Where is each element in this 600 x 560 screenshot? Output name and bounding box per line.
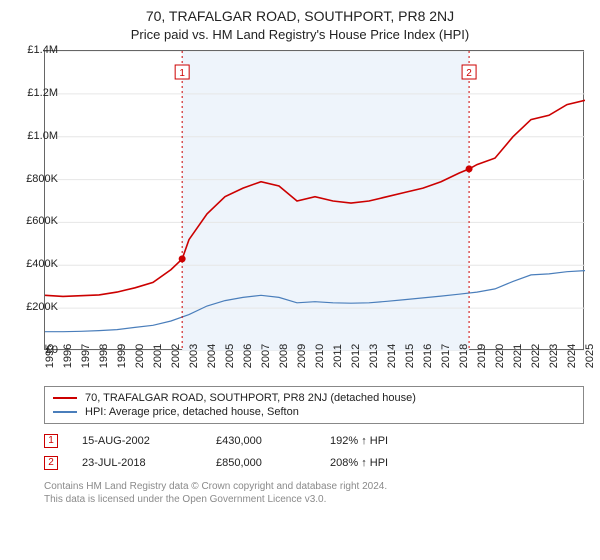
sale-date: 23-JUL-2018 <box>82 457 192 469</box>
sale-index-box: 2 <box>44 456 58 470</box>
x-tick-label: 2000 <box>134 344 146 368</box>
x-tick-label: 2007 <box>260 344 272 368</box>
x-tick-label: 2002 <box>170 344 182 368</box>
x-tick-label: 2004 <box>206 344 218 368</box>
x-tick-label: 2003 <box>188 344 200 368</box>
credits: Contains HM Land Registry data © Crown c… <box>44 480 584 506</box>
legend: 70, TRAFALGAR ROAD, SOUTHPORT, PR8 2NJ (… <box>44 386 584 424</box>
sale-price: £850,000 <box>216 457 306 469</box>
sale-row: 1 15-AUG-2002 £430,000 192% ↑ HPI <box>44 430 584 452</box>
x-tick-label: 1995 <box>44 344 56 368</box>
chart-svg: 12 <box>45 51 585 351</box>
x-tick-label: 1997 <box>80 344 92 368</box>
svg-text:1: 1 <box>179 68 185 79</box>
x-tick-label: 2008 <box>278 344 290 368</box>
x-tick-label: 2022 <box>530 344 542 368</box>
page-title: 70, TRAFALGAR ROAD, SOUTHPORT, PR8 2NJ <box>4 0 596 24</box>
x-tick-label: 2009 <box>296 344 308 368</box>
x-tick-label: 2024 <box>566 344 578 368</box>
sales-table: 1 15-AUG-2002 £430,000 192% ↑ HPI 2 23-JUL-20… <box>44 430 584 474</box>
credit-line: This data is licensed under the Open Gov… <box>44 493 584 506</box>
x-tick-label: 1999 <box>116 344 128 368</box>
legend-label: 70, TRAFALGAR ROAD, SOUTHPORT, PR8 2NJ (… <box>85 392 416 404</box>
x-tick-label: 2001 <box>152 344 164 368</box>
y-tick-label: £600K <box>26 215 58 227</box>
credit-line: Contains HM Land Registry data © Crown c… <box>44 480 584 493</box>
y-tick-label: £1.2M <box>27 87 58 99</box>
svg-text:2: 2 <box>466 68 472 79</box>
x-tick-label: 2018 <box>458 344 470 368</box>
x-tick-label: 1996 <box>62 344 74 368</box>
legend-swatch <box>53 397 77 399</box>
y-tick-label: £400K <box>26 258 58 270</box>
page-subtitle: Price paid vs. HM Land Registry's House … <box>4 24 596 46</box>
sale-price: £430,000 <box>216 435 306 447</box>
x-tick-label: 2015 <box>404 344 416 368</box>
x-tick-label: 2021 <box>512 344 524 368</box>
x-tick-label: 2014 <box>386 344 398 368</box>
x-tick-label: 2006 <box>242 344 254 368</box>
y-tick-label: £1.4M <box>27 44 58 56</box>
sale-pct: 192% ↑ HPI <box>330 435 440 447</box>
x-tick-label: 2011 <box>332 344 344 368</box>
x-tick-label: 1998 <box>98 344 110 368</box>
x-tick-label: 2020 <box>494 344 506 368</box>
y-tick-label: £1.0M <box>27 130 58 142</box>
x-tick-label: 2025 <box>584 344 596 368</box>
legend-row: 70, TRAFALGAR ROAD, SOUTHPORT, PR8 2NJ (… <box>53 391 575 405</box>
x-tick-label: 2010 <box>314 344 326 368</box>
legend-swatch <box>53 411 77 413</box>
sale-index-box: 1 <box>44 434 58 448</box>
sale-row: 2 23-JUL-2018 £850,000 208% ↑ HPI <box>44 452 584 474</box>
x-tick-label: 2013 <box>368 344 380 368</box>
chart: 12 £0£200K£400K£600K£800K£1.0M£1.2M£1.4M… <box>44 50 600 380</box>
legend-row: HPI: Average price, detached house, Seft… <box>53 405 575 419</box>
sale-date: 15-AUG-2002 <box>82 435 192 447</box>
x-tick-label: 2005 <box>224 344 236 368</box>
y-tick-label: £200K <box>26 301 58 313</box>
x-tick-label: 2023 <box>548 344 560 368</box>
x-tick-label: 2012 <box>350 344 362 368</box>
x-tick-label: 2019 <box>476 344 488 368</box>
x-tick-label: 2017 <box>440 344 452 368</box>
y-tick-label: £800K <box>26 173 58 185</box>
plot-area: 12 <box>44 50 584 350</box>
sale-pct: 208% ↑ HPI <box>330 457 440 469</box>
legend-label: HPI: Average price, detached house, Seft… <box>85 406 299 418</box>
x-tick-label: 2016 <box>422 344 434 368</box>
